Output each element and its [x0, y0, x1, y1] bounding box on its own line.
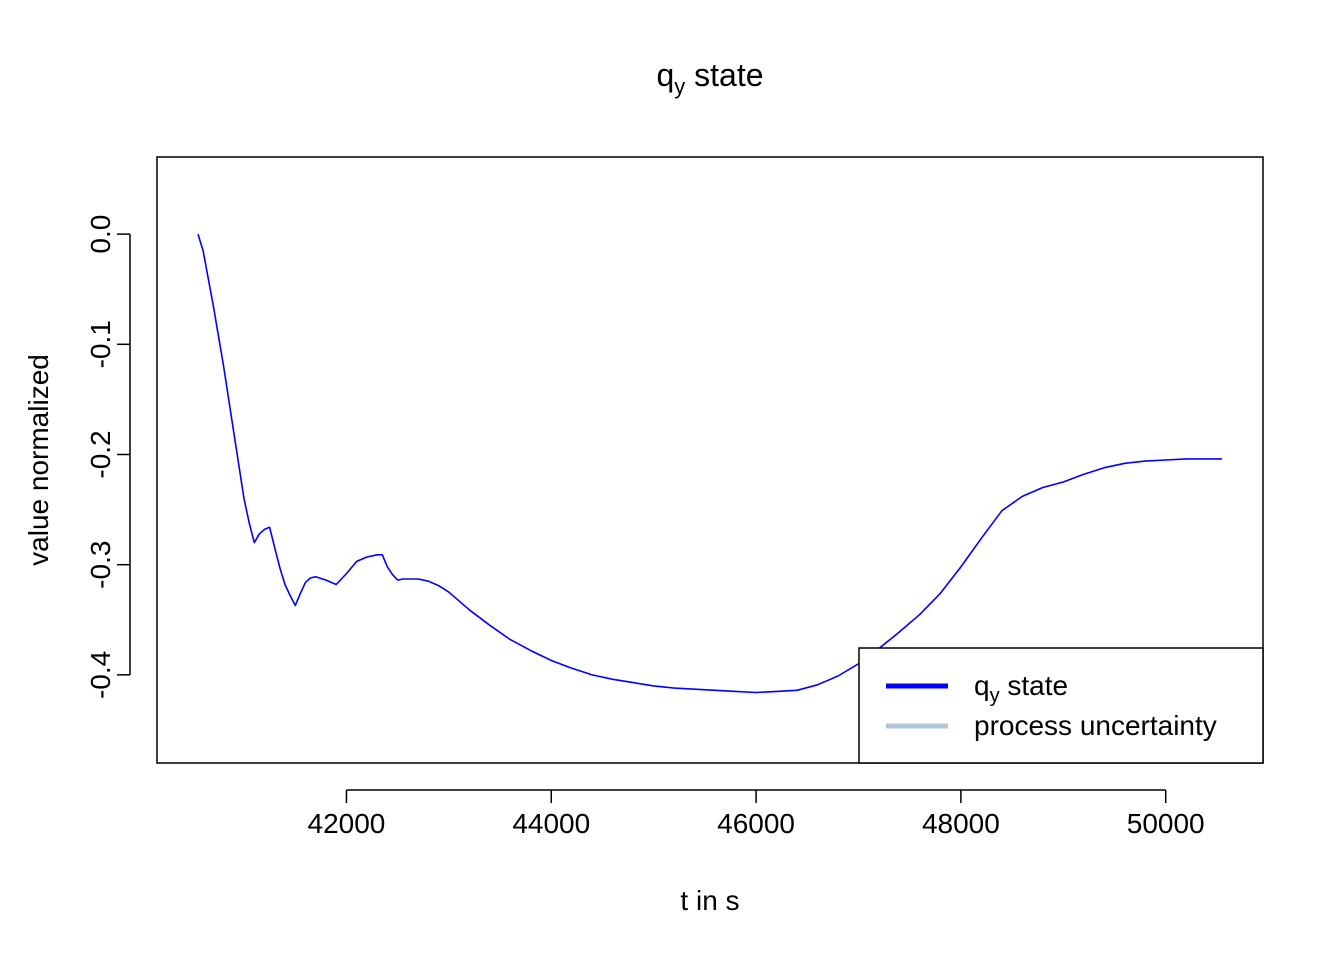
x-tick-label-46000: 46000 [717, 808, 795, 839]
y-tick-label--0.2: -0.2 [85, 430, 116, 478]
x-axis-label: t in s [680, 885, 739, 916]
legend-box [858, 647, 1264, 764]
x-tick-label-50000: 50000 [1127, 808, 1205, 839]
axes: 42000 44000 46000 48000 50000 0.0 -0.1 -0.2 -0.3… [85, 156, 1264, 839]
chart-title: qy state [656, 57, 763, 99]
legend-label-qy-main: q [974, 670, 990, 701]
chart-title-sub: y [674, 74, 685, 99]
series-line-0 [197, 233, 1222, 694]
chart-title-main: q [656, 57, 674, 93]
y-tick-label--0.1: -0.1 [85, 320, 116, 368]
legend-label-process-uncertainty: process uncertainty [974, 710, 1217, 741]
x-tick-label-42000: 42000 [308, 808, 386, 839]
x-tick-label-44000: 44000 [512, 808, 590, 839]
x-tick-label-48000: 48000 [922, 808, 1000, 839]
plot-area [197, 233, 1222, 694]
y-tick-label--0.4: -0.4 [85, 651, 116, 699]
chart-title-rest: state [685, 57, 763, 93]
legend: qy state process uncertainty [858, 647, 1264, 764]
legend-label-qy-sub: y [990, 685, 1000, 707]
legend-label-qy-state: qy state [974, 670, 1068, 707]
y-tick-label-0.0: 0.0 [85, 215, 116, 254]
legend-label-qy-rest: state [1000, 670, 1068, 701]
y-axis-label: value normalized [23, 354, 54, 566]
y-tick-label--0.3: -0.3 [85, 541, 116, 589]
plot-frame [156, 156, 1264, 764]
